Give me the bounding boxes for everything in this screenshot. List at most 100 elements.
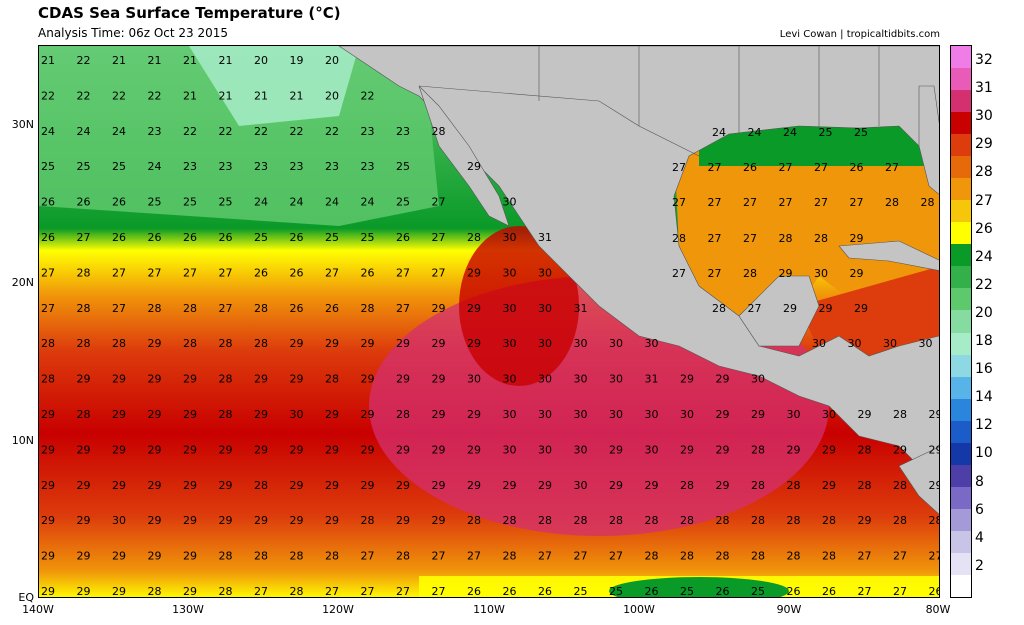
- lat-label-eq: EQ: [18, 591, 34, 604]
- sst-value: 28: [219, 337, 233, 350]
- sst-value: 28: [645, 514, 659, 527]
- sst-value: 29: [716, 373, 730, 386]
- sst-value: 29: [850, 267, 864, 280]
- lon-label-100w: 100W: [623, 603, 655, 616]
- sst-value: 26: [361, 266, 375, 279]
- sst-value: 28: [467, 514, 481, 527]
- colorbar-swatch: [951, 46, 971, 69]
- lon-label-90w: 90W: [776, 603, 802, 616]
- sst-value: 28: [467, 231, 481, 244]
- colorbar-label: 24: [975, 248, 993, 265]
- sst-value: 29: [77, 550, 91, 563]
- sst-value: 26: [850, 161, 864, 174]
- sst-value: 29: [77, 443, 91, 456]
- sst-value: 30: [503, 196, 517, 209]
- sst-value: 29: [325, 443, 339, 456]
- sst-value: 29: [41, 408, 55, 421]
- sst-value: 28: [885, 196, 899, 209]
- colorbar-label: 20: [975, 304, 993, 321]
- credit-text: Levi Cowan | tropicaltidbits.com: [779, 29, 940, 40]
- sst-value: 30: [538, 443, 552, 456]
- sst-value: 29: [858, 408, 872, 421]
- sst-value: 29: [183, 443, 197, 456]
- sst-value: 28: [503, 514, 517, 527]
- sst-value: 29: [77, 514, 91, 527]
- sst-value: 29: [432, 514, 446, 527]
- sst-value: 28: [432, 125, 446, 138]
- colorbar-swatch: [951, 508, 971, 532]
- sst-value: 27: [396, 302, 410, 315]
- sst-value: 28: [929, 514, 941, 527]
- lat-label-20n: 20N: [11, 276, 34, 289]
- sst-value: 28: [814, 232, 828, 245]
- sst-value: 30: [574, 337, 588, 350]
- sst-value: 29: [148, 550, 162, 563]
- sst-value: 28: [858, 443, 872, 456]
- sst-value: 27: [183, 266, 197, 279]
- sst-value: 26: [716, 585, 730, 598]
- sst-value: 29: [77, 585, 91, 598]
- sst-value: 29: [112, 373, 126, 386]
- sst-value: 27: [219, 302, 233, 315]
- warm-tongue: [459, 226, 579, 386]
- sst-value: 28: [325, 550, 339, 563]
- colorbar-swatch: [951, 442, 971, 466]
- borders: [418, 46, 880, 157]
- sst-value: 30: [814, 267, 828, 280]
- sst-value: 28: [787, 479, 801, 492]
- sst-value: 29: [290, 373, 304, 386]
- sst-value: 29: [254, 373, 268, 386]
- colorbar-swatch: [951, 90, 971, 113]
- sst-value: 27: [432, 266, 446, 279]
- sst-value: 25: [680, 585, 694, 598]
- sst-value: 28: [680, 514, 694, 527]
- sst-value: 29: [854, 302, 868, 315]
- sst-value: 30: [787, 408, 801, 421]
- sst-value: 26: [41, 231, 55, 244]
- colorbar-label: 27: [975, 192, 993, 209]
- sst-value: 28: [396, 408, 410, 421]
- sst-value: 28: [645, 550, 659, 563]
- sst-value: 29: [112, 585, 126, 598]
- sst-value: 29: [893, 443, 907, 456]
- sst-value: 29: [325, 479, 339, 492]
- sst-value: 29: [858, 514, 872, 527]
- sst-value: 28: [254, 479, 268, 492]
- sst-value: 27: [396, 585, 410, 598]
- sst-value: 30: [503, 373, 517, 386]
- colorbar-swatch: [951, 112, 971, 135]
- sst-value: 23: [219, 160, 233, 173]
- sst-value: 29: [432, 408, 446, 421]
- sst-value: 29: [396, 443, 410, 456]
- sst-value: 28: [779, 232, 793, 245]
- sst-value: 21: [290, 89, 304, 102]
- sst-value: 28: [183, 337, 197, 350]
- sst-value: 30: [538, 302, 552, 315]
- colorbar-swatch: [951, 486, 971, 510]
- sst-value: 27: [112, 302, 126, 315]
- sst-value: 29: [432, 337, 446, 350]
- sst-value: 27: [708, 267, 722, 280]
- sst-value: 26: [929, 585, 941, 598]
- sst-value: 26: [219, 231, 233, 244]
- sst-value: 25: [751, 585, 765, 598]
- sst-value: 29: [112, 408, 126, 421]
- sst-value: 21: [254, 89, 268, 102]
- sst-value: 29: [77, 373, 91, 386]
- sst-value: 23: [396, 125, 410, 138]
- sst-value: 29: [219, 514, 233, 527]
- sst-value: 26: [290, 231, 304, 244]
- sst-value: 29: [929, 443, 941, 456]
- sst-value: 29: [467, 479, 481, 492]
- sst-value: 27: [672, 196, 686, 209]
- sst-value: 28: [219, 585, 233, 598]
- sst-map-canvas: 21 22 21 21 21 21 20 19 20 22 22 22 22 21 21 21 21 20 22 24…: [39, 46, 941, 598]
- colorbar-swatch: [951, 222, 971, 245]
- sst-value: 27: [893, 550, 907, 563]
- sst-value: 29: [819, 302, 833, 315]
- sst-value: 29: [325, 408, 339, 421]
- sst-value: 25: [574, 585, 588, 598]
- sst-value: 27: [743, 196, 757, 209]
- colorbar-label: 29: [975, 136, 993, 153]
- sst-value: 27: [609, 550, 623, 563]
